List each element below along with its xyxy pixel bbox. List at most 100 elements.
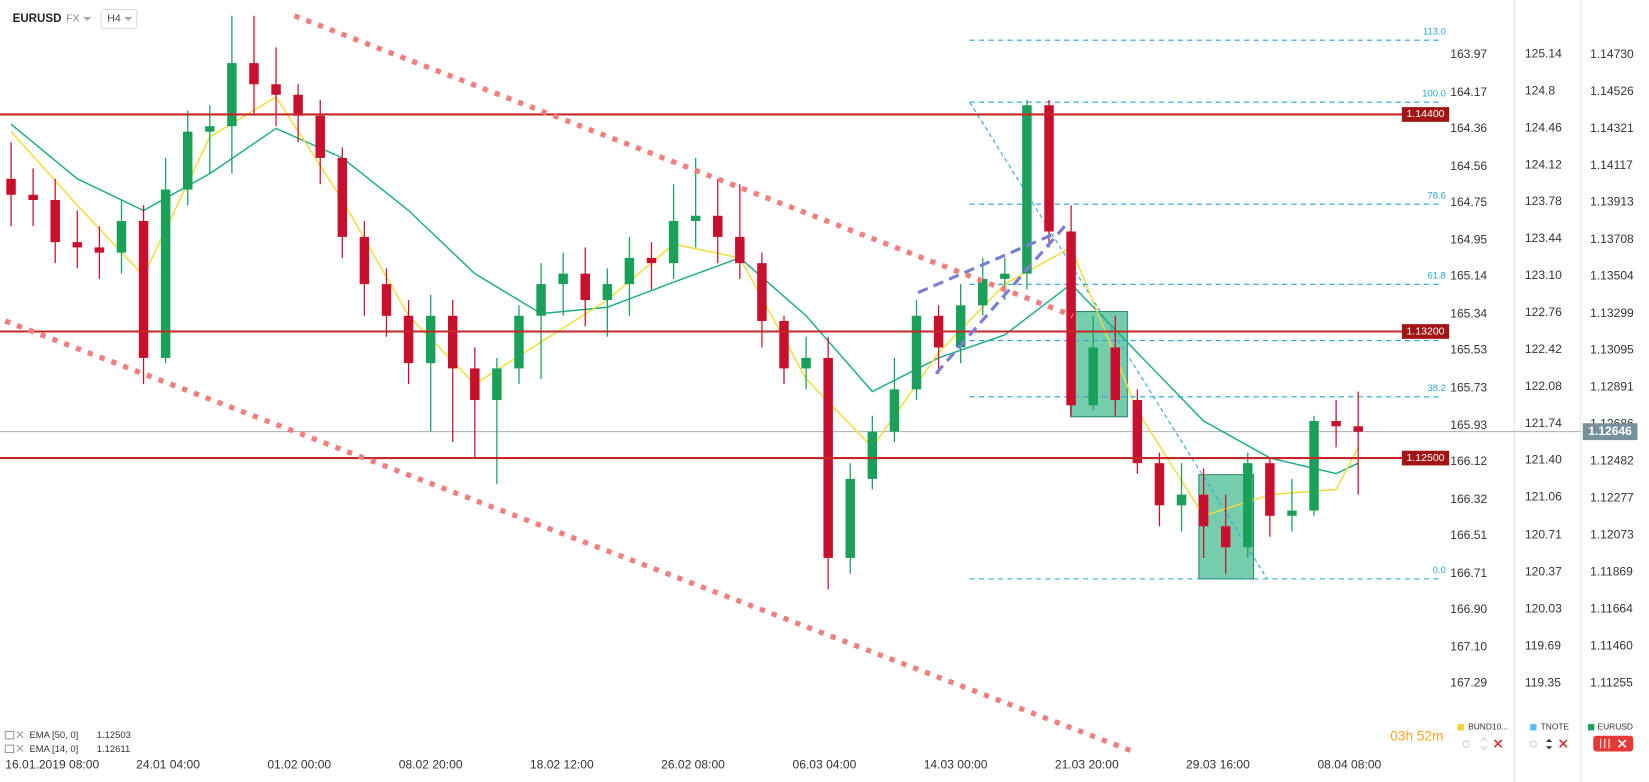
y-tick-label: 1.11869 — [1590, 564, 1633, 578]
candle-body — [1000, 273, 1010, 279]
y-tick-label: 123.78 — [1525, 194, 1562, 208]
y-tick-label: 123.44 — [1525, 231, 1562, 245]
candle-body — [955, 305, 966, 348]
y-tick-label: 120.03 — [1525, 601, 1562, 615]
y-tick-label: 1.14117 — [1590, 158, 1633, 172]
caret — [83, 16, 92, 22]
candle-body — [867, 431, 878, 479]
y-tick-label: 165.14 — [1450, 269, 1487, 283]
indicator-name: EMA [14, 0] — [29, 744, 78, 755]
indicator-value: 1.12503 — [97, 730, 131, 741]
candle-body — [1331, 421, 1341, 427]
visibility-icon[interactable] — [1529, 740, 1537, 748]
y-tick-label: 119.35 — [1525, 675, 1561, 689]
y-tick-label: 121.74 — [1525, 416, 1562, 430]
candle-body — [801, 357, 811, 369]
candle-body — [690, 215, 701, 222]
candle-body — [735, 236, 745, 264]
x-tick-label: 29.03 16:00 — [1186, 757, 1250, 771]
level-label: 1.13200 — [1407, 325, 1445, 337]
level-label: 1.14400 — [1407, 108, 1445, 120]
candle-body — [1243, 463, 1253, 548]
timeframe-select[interactable] — [100, 8, 138, 29]
remove-icon[interactable] — [1617, 739, 1627, 748]
instrument-button[interactable] — [1593, 735, 1634, 752]
instrument-legend: BUND10... TNOTE EURUSD — [1457, 721, 1634, 752]
y-tick-label: 164.95 — [1450, 233, 1487, 247]
y-tick-label: 166.90 — [1450, 602, 1487, 616]
order-icon[interactable] — [1545, 738, 1553, 750]
candle-body — [1353, 426, 1363, 432]
remove-icon[interactable] — [1559, 739, 1568, 748]
y-tick-label: 124.8 — [1525, 83, 1555, 97]
candle-body — [911, 315, 922, 390]
candle-body — [425, 315, 436, 364]
y-tick-label: 166.12 — [1450, 454, 1487, 468]
icon — [1600, 738, 1610, 749]
y-tick-label: 120.71 — [1525, 528, 1562, 542]
candle-body — [227, 63, 237, 127]
y-tick-label: 165.73 — [1450, 380, 1487, 394]
candle-body — [1265, 463, 1275, 516]
candle-body — [1088, 347, 1098, 406]
candle-body — [757, 263, 767, 322]
y-tick-label: 1.11460 — [1590, 638, 1633, 652]
y-tick-label: 1.13913 — [1590, 195, 1634, 209]
remove-icon[interactable] — [1493, 739, 1503, 748]
y-tick-label: 1.13095 — [1590, 343, 1634, 357]
y-tick-label: 163.97 — [1450, 47, 1487, 61]
icon[interactable] — [16, 744, 24, 752]
candle-body — [978, 278, 988, 306]
x-tick-label: 26.02 08:00 — [661, 757, 725, 771]
legend-label[interactable]: TNOTE — [1541, 721, 1570, 731]
legend-label[interactable]: EURUSD — [1597, 721, 1632, 731]
candle-body — [580, 273, 590, 301]
y-tick-label: 1.13299 — [1590, 306, 1634, 320]
y-tick-label: 1.13504 — [1590, 269, 1634, 283]
candle-body — [116, 221, 127, 253]
y-tick-label: 1.12891 — [1590, 380, 1634, 394]
trend-line — [293, 13, 1074, 319]
y-tick-label: 122.76 — [1525, 305, 1562, 319]
y-tick-label: 1.11255 — [1590, 675, 1633, 689]
y-tick-label: 166.71 — [1450, 566, 1487, 580]
y-tick-label: 124.46 — [1525, 120, 1562, 134]
candle-body — [646, 257, 657, 264]
candle-body — [514, 315, 524, 369]
symbol: EURUSD — [13, 13, 62, 25]
candle-body — [1132, 400, 1143, 464]
candle-body — [1198, 494, 1209, 527]
ema-line — [10, 95, 1359, 517]
icon[interactable] — [16, 731, 24, 739]
x-tick-label: 06.03 04:00 — [793, 757, 857, 771]
candle-body — [1110, 347, 1120, 401]
candle-body — [492, 368, 502, 401]
candle-body — [6, 178, 16, 195]
fib-label: 78.6 — [1428, 190, 1446, 201]
y-tick-label: 124.12 — [1525, 157, 1562, 171]
y-tick-label: 165.34 — [1450, 306, 1487, 320]
y-tick-label: 122.08 — [1525, 379, 1562, 393]
candle-body — [337, 157, 348, 237]
order-icon[interactable] — [1480, 737, 1488, 751]
ema-line — [10, 123, 1359, 475]
x-tick-label: 14.03 00:00 — [924, 757, 988, 771]
y-tick-label: 1.14321 — [1590, 121, 1634, 135]
y-tick-label: 164.75 — [1450, 195, 1487, 209]
y-tick-label: 1.14526 — [1590, 84, 1634, 98]
y-tick-label: 122.42 — [1525, 342, 1562, 356]
current-price-label: 1.12646 — [1588, 424, 1632, 438]
legend-label[interactable]: BUND10... — [1468, 721, 1508, 731]
visibility-icon[interactable] — [1462, 740, 1470, 748]
x-tick-label: 08.02 20:00 — [399, 757, 463, 771]
level-tag — [1401, 324, 1450, 339]
timeframe[interactable]: H4 — [107, 13, 121, 25]
market: FX — [66, 13, 79, 25]
candle-body — [558, 273, 568, 285]
y-tick-label: 164.17 — [1450, 85, 1487, 99]
y-tick-label: 164.36 — [1450, 121, 1487, 135]
y-tick-label: 1.11664 — [1590, 601, 1633, 615]
candle-body — [1176, 494, 1187, 506]
y-tick-label: 164.56 — [1450, 159, 1487, 173]
